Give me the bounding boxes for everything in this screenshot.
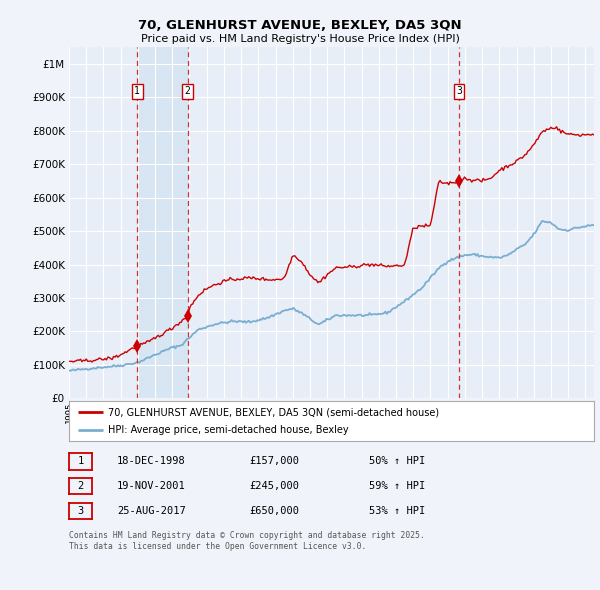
Text: 1: 1 [77, 457, 83, 466]
Text: £650,000: £650,000 [249, 506, 299, 516]
Text: 53% ↑ HPI: 53% ↑ HPI [369, 506, 425, 516]
Text: 70, GLENHURST AVENUE, BEXLEY, DA5 3QN: 70, GLENHURST AVENUE, BEXLEY, DA5 3QN [138, 19, 462, 32]
Text: Contains HM Land Registry data © Crown copyright and database right 2025.: Contains HM Land Registry data © Crown c… [69, 531, 425, 540]
Text: 1: 1 [134, 86, 140, 96]
Text: 2: 2 [77, 481, 83, 491]
Text: 70, GLENHURST AVENUE, BEXLEY, DA5 3QN (semi-detached house): 70, GLENHURST AVENUE, BEXLEY, DA5 3QN (s… [109, 407, 439, 417]
Bar [137, 47, 188, 398]
Text: 25-AUG-2017: 25-AUG-2017 [117, 506, 186, 516]
Text: 59% ↑ HPI: 59% ↑ HPI [369, 481, 425, 491]
Text: 2: 2 [185, 86, 191, 96]
Text: 3: 3 [77, 506, 83, 516]
Text: 3: 3 [456, 86, 462, 96]
Text: Price paid vs. HM Land Registry's House Price Index (HPI): Price paid vs. HM Land Registry's House … [140, 34, 460, 44]
Text: 18-DEC-1998: 18-DEC-1998 [117, 457, 186, 466]
Text: £245,000: £245,000 [249, 481, 299, 491]
Text: HPI: Average price, semi-detached house, Bexley: HPI: Average price, semi-detached house,… [109, 425, 349, 435]
Text: 50% ↑ HPI: 50% ↑ HPI [369, 457, 425, 466]
Text: 19-NOV-2001: 19-NOV-2001 [117, 481, 186, 491]
Text: This data is licensed under the Open Government Licence v3.0.: This data is licensed under the Open Gov… [69, 542, 367, 550]
Text: £157,000: £157,000 [249, 457, 299, 466]
